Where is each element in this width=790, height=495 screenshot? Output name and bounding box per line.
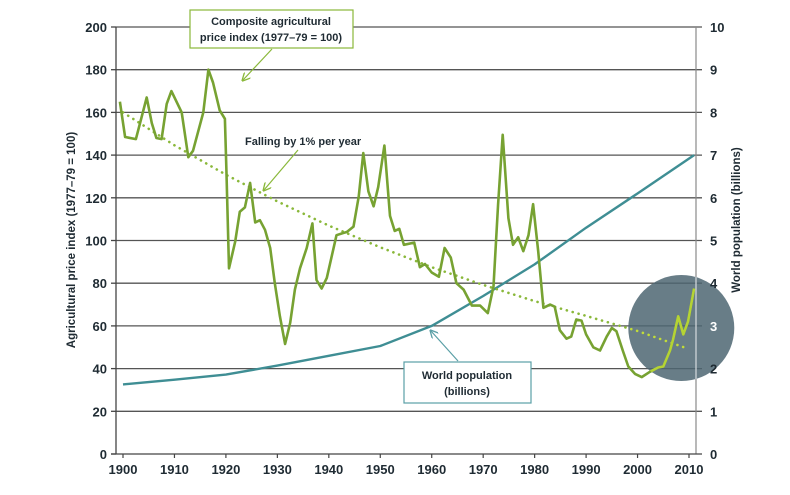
price-index-line-highlight	[628, 275, 696, 379]
y2-axis-ticks: 0 1 2 3 4 5 6 7 8 9 10	[710, 20, 724, 462]
x-axis-ticks: 1900 1910 1920 1930 1940 1950 1960 1970 1980 1990…	[109, 454, 704, 477]
y-tick-label: 200	[85, 20, 107, 35]
y-tick-label: 0	[100, 447, 107, 462]
y-tick-label: 160	[85, 105, 107, 120]
series-trend-1pct	[121, 111, 686, 349]
x-tick-label: 1990	[572, 462, 601, 477]
annotation-trend-arrow	[264, 149, 299, 190]
y2-tick-label: 7	[710, 148, 717, 163]
annotation-population-line2: (billions)	[444, 386, 490, 398]
x-tick-label: 1930	[263, 462, 292, 477]
population-line	[122, 154, 695, 386]
annotation-price-index: Composite agricultural price index (1977…	[189, 9, 354, 80]
y-tick-label: 140	[85, 148, 107, 163]
y-tick-label: 120	[85, 191, 107, 206]
y-axis-title: Agricultural price index (1977–79 = 100)	[66, 132, 78, 349]
annotation-trend-label: Falling by 1% per year	[245, 136, 362, 148]
x-tick-label: 1950	[366, 462, 395, 477]
y2-axis-title: World population (billions)	[731, 147, 743, 293]
y2-tick-label: 1	[710, 404, 717, 419]
x-tick-label: 1960	[417, 462, 446, 477]
annotation-price-line2: price index (1977–79 = 100)	[200, 32, 343, 44]
series-price-index	[118, 68, 696, 379]
y-tick-label: 40	[93, 362, 107, 377]
series-world-population	[122, 154, 695, 386]
y2-tick-label: 0	[710, 447, 717, 462]
y-tick-label: 20	[93, 404, 107, 419]
annotation-population: World population (billions)	[403, 331, 532, 404]
y2-tick-label: 6	[710, 191, 717, 206]
annotation-population-arrow	[431, 331, 459, 362]
annotation-price-box	[189, 9, 354, 49]
x-tick-label: 1910	[160, 462, 189, 477]
trend-dotted-line-highlight	[628, 275, 686, 349]
x-tick-label: 2010	[675, 462, 704, 477]
y2-tick-label: 5	[710, 234, 717, 249]
y2-tick-label: 8	[710, 105, 717, 120]
axes	[111, 26, 702, 455]
y2-tick-label: 3	[710, 319, 717, 334]
y2-tick-label: 4	[710, 276, 718, 291]
x-tick-label: 1900	[109, 462, 138, 477]
gridlines	[116, 26, 702, 412]
y2-tick-label: 2	[710, 362, 717, 377]
y-axis-ticks: 0 20 40 60 80 100 120 140 160 180 200	[85, 20, 107, 462]
annotation-price-line1: Composite agricultural	[211, 16, 331, 28]
y2-tick-label: 10	[710, 20, 724, 35]
y-tick-label: 60	[93, 319, 107, 334]
annotation-population-line1: World population	[422, 370, 513, 382]
y2-tick-label: 9	[710, 63, 717, 78]
annotation-population-box	[403, 361, 532, 404]
y-tick-label: 180	[85, 63, 107, 78]
trend-dotted-line	[121, 111, 686, 349]
annotation-trend: Falling by 1% per year	[245, 136, 362, 190]
x-tick-label: 1980	[520, 462, 549, 477]
price-index-line	[118, 68, 696, 379]
x-tick-label: 1920	[211, 462, 240, 477]
x-tick-label: 1970	[469, 462, 498, 477]
x-tick-label: 2000	[623, 462, 652, 477]
y-tick-label: 100	[85, 234, 107, 249]
y-tick-label: 80	[93, 276, 107, 291]
annotation-price-arrow	[243, 48, 273, 80]
x-tick-label: 1940	[314, 462, 343, 477]
